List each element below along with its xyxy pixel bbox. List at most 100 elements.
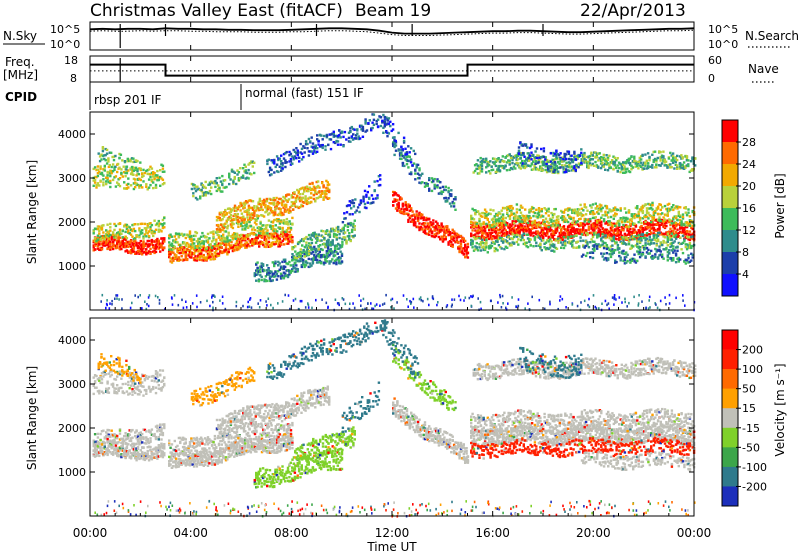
echo-cell (246, 216, 249, 219)
echo-cell (296, 270, 299, 273)
echo-cell (280, 220, 283, 223)
echo-cell (611, 233, 614, 237)
echo-cell (579, 203, 582, 207)
echo-cell (131, 229, 134, 233)
echo-cell (493, 235, 496, 239)
echo-cell (116, 170, 119, 174)
echo-cell (566, 229, 570, 232)
echo-cell (401, 211, 405, 214)
echo-cell (208, 237, 211, 240)
echo-cell (605, 236, 609, 239)
echo-cell (310, 264, 313, 267)
echo-cell (279, 212, 282, 215)
echo-cell (457, 247, 460, 250)
echo-cell (325, 179, 328, 183)
echo-cell (638, 233, 642, 236)
echo-cell (278, 207, 281, 210)
echo-cell (361, 135, 365, 138)
echo-cell (451, 245, 454, 248)
echo-cell (490, 231, 494, 235)
echo-cell (188, 237, 192, 241)
echo-cell (234, 235, 237, 239)
echo-cell (525, 214, 528, 218)
echo-cell (451, 238, 454, 241)
echo-cell (313, 258, 316, 261)
echo-cell (198, 252, 201, 256)
echo-cell (273, 232, 276, 236)
echo-cell (251, 242, 254, 245)
echo-cell (111, 155, 114, 159)
echo-cell (576, 214, 579, 217)
echo-cell (521, 206, 524, 209)
echo-cell (169, 243, 172, 247)
echo-cell (680, 231, 683, 234)
echo-cell (246, 208, 249, 212)
echo-cell (233, 235, 236, 238)
echo-cell (109, 240, 112, 244)
echo-cell (482, 237, 485, 240)
echo-cell (188, 255, 192, 259)
echo-cell (328, 190, 331, 194)
echo-cell (500, 219, 503, 223)
echo-cell (220, 242, 223, 245)
echo-cell (133, 160, 136, 163)
echo-cell (663, 225, 667, 229)
echo-cell (227, 243, 230, 246)
echo-cell (382, 131, 385, 134)
echo-cell (566, 220, 570, 224)
echo-cell (314, 247, 318, 251)
echo-cell (142, 247, 145, 250)
echo-cell (320, 239, 323, 242)
echo-cell (533, 211, 537, 215)
echo-cell (157, 219, 160, 223)
echo-cell (414, 172, 417, 175)
echo-cell (127, 177, 130, 180)
echo-cell (416, 218, 420, 221)
echo-cell (256, 236, 259, 239)
echo-cell (277, 158, 280, 162)
echo-cell (247, 206, 251, 209)
echo-cell (332, 234, 336, 237)
echo-cell (638, 229, 642, 233)
echo-cell (605, 231, 609, 234)
echo-cell (92, 230, 95, 233)
echo-cell (296, 151, 299, 154)
echo-cell (327, 233, 330, 236)
echo-cell (444, 230, 447, 233)
frequency-panel: Freq. [MHz] Nave 18 8 60 0 (3, 54, 779, 85)
echo-cell (280, 160, 283, 163)
echo-cell (181, 258, 185, 261)
echo-cell (163, 182, 166, 185)
echo-cell (246, 237, 250, 241)
echo-cell (146, 252, 149, 255)
echo-cell (493, 221, 496, 225)
echo-cell (482, 235, 485, 239)
echo-cell (322, 255, 326, 258)
echo-cell (397, 201, 400, 205)
echo-cell (452, 198, 456, 201)
echo-cell (400, 207, 403, 211)
echo-cell (410, 171, 413, 174)
echo-cell (669, 208, 672, 211)
echo-cell (564, 208, 567, 211)
echo-cell (305, 199, 309, 203)
echo-cell (300, 198, 303, 202)
echo-cell (312, 188, 316, 192)
echo-cell (524, 219, 527, 222)
echo-cell (244, 235, 247, 239)
echo-cell (401, 148, 404, 151)
echo-cell (109, 172, 112, 175)
echo-cell (663, 204, 667, 208)
echo-cell (253, 228, 257, 232)
echo-cell (221, 190, 224, 193)
echo-cell (364, 130, 367, 133)
echo-cell (241, 244, 244, 247)
echo-cell (109, 226, 112, 229)
echo-cell (224, 230, 228, 233)
echo-cell (602, 218, 606, 221)
echo-cell (405, 208, 409, 212)
echo-cell (132, 245, 136, 248)
echo-cell (428, 224, 431, 228)
echo-cell (457, 233, 460, 237)
echo-cell (278, 234, 282, 238)
